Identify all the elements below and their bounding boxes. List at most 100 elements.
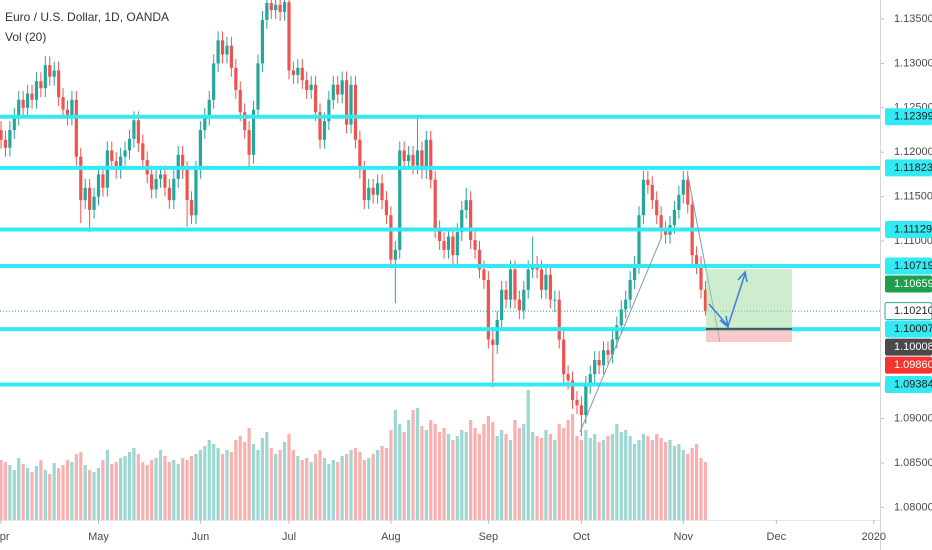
volume-bar: [619, 432, 623, 520]
volume-bar: [119, 458, 123, 520]
volume-bar: [420, 426, 424, 520]
candle-body: [632, 264, 637, 281]
candle-body: [362, 169, 366, 201]
candle-body: [127, 138, 132, 151]
volume-bar: [30, 472, 34, 520]
volume-bar: [309, 462, 313, 520]
volume-bar: [172, 460, 176, 520]
candle-body: [167, 187, 171, 201]
y-tick-label: 1.11500: [894, 191, 932, 203]
candle-body: [26, 93, 30, 108]
candle-body: [3, 139, 8, 148]
volume-bar: [39, 460, 43, 520]
volume-bar: [136, 454, 140, 520]
candle-body: [628, 280, 632, 300]
candle-body: [194, 169, 198, 216]
y-tick-label: 1.09000: [894, 412, 932, 424]
candle-body: [593, 359, 597, 375]
projection-arrow: [708, 270, 748, 329]
volume-bar: [132, 448, 136, 520]
candle-body: [672, 209, 677, 226]
candle-body: [601, 350, 606, 366]
candle-body: [243, 112, 247, 130]
volume-bar: [300, 460, 304, 520]
candle-body: [269, 3, 273, 11]
volume-bar: [48, 474, 52, 520]
volume-bar: [411, 410, 415, 520]
candle-body: [424, 139, 428, 170]
candle-body: [389, 215, 393, 260]
candle-body: [21, 99, 25, 108]
candle-body: [371, 187, 375, 195]
volume-bar: [318, 450, 322, 520]
candle-body: [344, 80, 349, 125]
candle-body: [212, 63, 216, 100]
volume-bar: [402, 432, 406, 520]
candle-body: [393, 249, 397, 260]
x-tick-label: Sep: [479, 531, 499, 543]
candle-body: [207, 99, 211, 117]
volume-bar: [0, 460, 3, 520]
x-tick-label: Aug: [381, 531, 401, 543]
volume-bar: [668, 440, 672, 520]
volume-bar: [624, 430, 628, 520]
volume-bar: [686, 454, 690, 520]
candle-body: [150, 174, 154, 190]
candle-body: [659, 215, 663, 231]
trend-line: [579, 235, 663, 433]
candle-body: [229, 45, 233, 68]
candle-body: [265, 3, 269, 20]
volume-bar: [225, 450, 229, 520]
y-tick-label: 1.13000: [894, 57, 932, 69]
candle-body: [220, 40, 225, 55]
volume-bar: [176, 464, 180, 520]
volume-bar: [327, 464, 331, 520]
volume-bar: [504, 434, 508, 520]
candle-body: [367, 187, 371, 201]
volume-bar: [367, 458, 371, 520]
volume-bar: [251, 444, 256, 520]
price-label: 1.10719: [894, 260, 932, 272]
candle-body: [522, 289, 526, 311]
volume-bar: [544, 430, 548, 520]
volume-bar: [167, 462, 171, 520]
candle-body: [327, 99, 331, 122]
volume-bar: [438, 432, 442, 520]
candle-body: [513, 269, 517, 300]
price-pane: [0, 0, 880, 520]
volume-bar: [260, 438, 265, 520]
volume-bar: [216, 448, 220, 520]
candle-body: [198, 130, 202, 170]
candle-body: [442, 240, 446, 250]
candle-body: [34, 81, 39, 100]
candle-body: [460, 209, 464, 233]
candle-body: [132, 120, 136, 139]
candle-body: [305, 80, 309, 91]
volume-bar: [17, 458, 21, 520]
volume-bar: [699, 458, 703, 520]
candle-body: [579, 405, 583, 416]
volume-bar: [375, 450, 380, 520]
volume-bar: [269, 448, 273, 520]
volume-bar: [389, 430, 393, 520]
chart-title: Euro / U.S. Dollar, 1D, OANDA: [5, 10, 169, 24]
candle-body: [57, 70, 61, 98]
candle-body: [136, 120, 140, 144]
candle-body: [336, 84, 340, 95]
volume-bar: [96, 468, 101, 520]
price-label-box: [885, 356, 932, 374]
candle-body: [114, 161, 118, 170]
volume-bar: [584, 430, 588, 520]
volume-bar: [34, 466, 39, 520]
candle-body: [526, 269, 530, 290]
y-tick-label: 1.08000: [894, 501, 932, 513]
price-label-box: [885, 108, 932, 126]
volume-bar: [203, 446, 207, 520]
volume-bar: [486, 416, 490, 520]
volume-bar: [508, 440, 513, 520]
volume-bar: [65, 460, 70, 520]
volume-bar: [331, 460, 335, 520]
volume-bar: [415, 408, 420, 520]
volume-bar: [579, 440, 583, 520]
volume-bar: [305, 458, 309, 520]
